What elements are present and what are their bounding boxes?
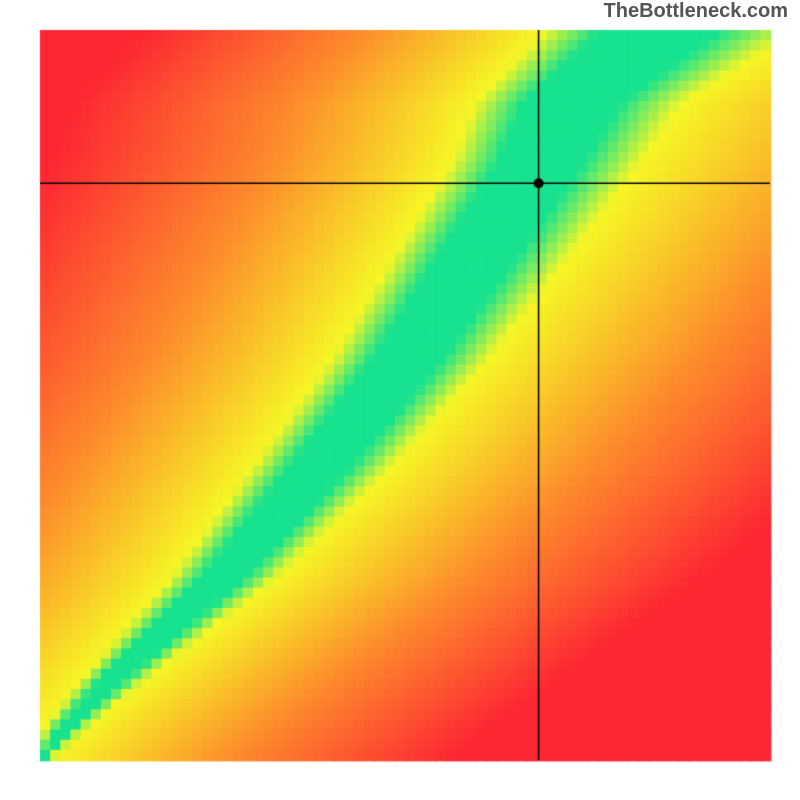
- bottleneck-heatmap: [0, 0, 800, 800]
- watermark: TheBottleneck.com: [604, 0, 788, 23]
